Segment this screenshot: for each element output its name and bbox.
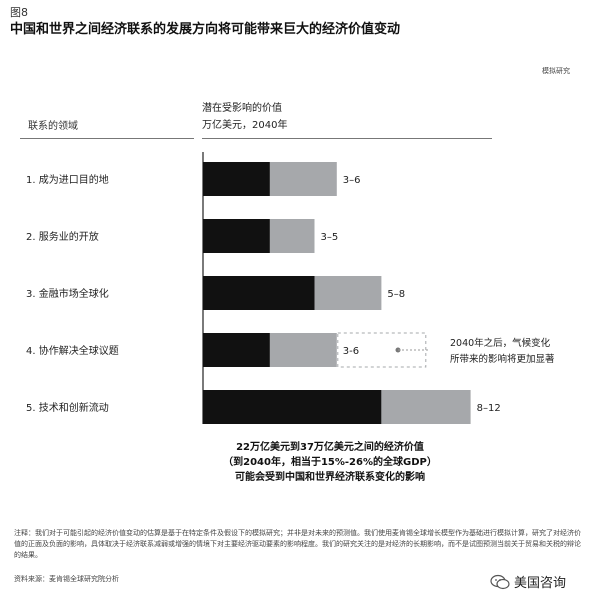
value-label: 3–5 — [321, 232, 339, 243]
wechat-watermark: 美国咨询 — [490, 572, 566, 591]
value-label: 8–12 — [477, 403, 501, 414]
figure-label: 图8 — [10, 6, 28, 19]
column-header-value: 潜在受影响的价值 万亿美元，2040年 — [202, 100, 287, 134]
bar-high — [269, 333, 337, 367]
annotation-line1: 2040年之后，气候变化 — [450, 337, 551, 349]
footnote: 注释：我们对于可能引起的经济价值变动的估算是基于在特定条件及假设下的模拟研究；并… — [14, 529, 581, 559]
category-label: 5. 技术和创新流动 — [26, 401, 109, 414]
source-note: 资料来源：麦肯锡全球研究院分析 — [14, 575, 119, 583]
dashed-extension — [337, 332, 427, 368]
wechat-icon — [490, 574, 510, 590]
summary-line1: 22万亿美元到37万亿美元之间的经济价值 — [236, 442, 424, 453]
header-rule-right — [202, 138, 492, 139]
bar-high — [314, 276, 382, 310]
summary-line2: （到2040年，相当于15%-26%的全球GDP） — [223, 457, 437, 468]
bar-low — [203, 390, 382, 424]
summary-box: 22万亿美元到37万亿美元之间的经济价值 （到2040年，相当于15%-26%的… — [170, 440, 490, 485]
annotation-line2: 所带来的影响将更加显著 — [450, 353, 555, 365]
header-rule-left — [20, 138, 194, 139]
bar-low — [203, 276, 315, 310]
bar-high — [381, 390, 471, 424]
category-label: 3. 金融市场全球化 — [26, 287, 109, 300]
category-label: 2. 服务业的开放 — [26, 230, 99, 243]
bar-low — [203, 162, 270, 196]
bar-chart: 1. 成为进口目的地 3–6 2. 服务业的开放 3–5 3. 金融市场全球化 5–8 4.… — [26, 152, 555, 424]
bar-high — [269, 219, 315, 253]
bar-high — [269, 162, 337, 196]
category-label: 1. 成为进口目的地 — [26, 173, 109, 186]
bar-low — [203, 219, 270, 253]
chart-title: 中国和世界之间经济联系的发展方向将可能带来巨大的经济价值变动 — [10, 22, 401, 37]
category-label: 4. 协作解决全球议题 — [26, 344, 119, 357]
value-label: 3-6 — [343, 346, 359, 357]
summary-line3: 可能会受到中国和世界经济联系变化的影响 — [235, 472, 425, 483]
value-label: 5–8 — [387, 289, 405, 300]
value-label: 3–6 — [343, 175, 361, 186]
column-header-area: 联系的领域 — [28, 121, 78, 132]
wechat-account-name: 美国咨询 — [514, 576, 567, 591]
simulation-tag: 模拟研究 — [542, 67, 570, 75]
column-header-value-line1: 潜在受影响的价值 — [202, 103, 282, 114]
column-header-value-line2: 万亿美元，2040年 — [202, 120, 288, 131]
bar-low — [203, 333, 270, 367]
